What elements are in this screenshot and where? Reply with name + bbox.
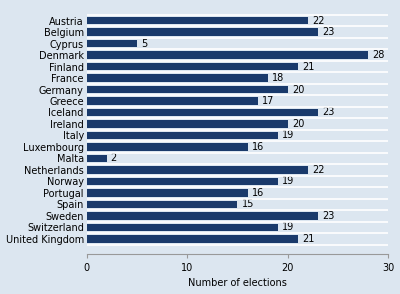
Text: 16: 16 (252, 142, 264, 152)
Text: 23: 23 (322, 211, 334, 221)
Text: 18: 18 (272, 73, 284, 83)
Bar (86, 40, 137, 47)
Text: 2: 2 (111, 153, 117, 163)
Bar (86, 235, 298, 243)
Text: 21: 21 (302, 234, 314, 244)
Bar (86, 132, 278, 139)
Bar (86, 143, 248, 151)
Bar (86, 109, 318, 116)
Text: 23: 23 (322, 108, 334, 118)
Bar (86, 97, 258, 105)
Text: 21: 21 (302, 61, 314, 71)
Text: 17: 17 (262, 96, 274, 106)
Text: 28: 28 (372, 50, 385, 60)
Text: 16: 16 (252, 188, 264, 198)
Bar (86, 212, 318, 220)
Text: 19: 19 (282, 222, 294, 232)
X-axis label: Number of elections: Number of elections (188, 278, 287, 288)
Bar (86, 28, 318, 36)
Text: 5: 5 (141, 39, 147, 49)
Bar (86, 201, 238, 208)
Text: 22: 22 (312, 165, 324, 175)
Bar (86, 74, 268, 82)
Bar (86, 178, 278, 185)
Bar (86, 155, 107, 162)
Text: 15: 15 (242, 199, 254, 209)
Text: 23: 23 (322, 27, 334, 37)
Text: 19: 19 (282, 176, 294, 186)
Bar (86, 63, 298, 70)
Bar (86, 86, 288, 93)
Bar (86, 166, 308, 174)
Text: 20: 20 (292, 119, 304, 129)
Bar (86, 51, 368, 59)
Bar (86, 17, 308, 24)
Bar (86, 120, 288, 128)
Text: 19: 19 (282, 131, 294, 141)
Text: 20: 20 (292, 84, 304, 94)
Text: 22: 22 (312, 16, 324, 26)
Bar (86, 224, 278, 231)
Bar (86, 189, 248, 197)
